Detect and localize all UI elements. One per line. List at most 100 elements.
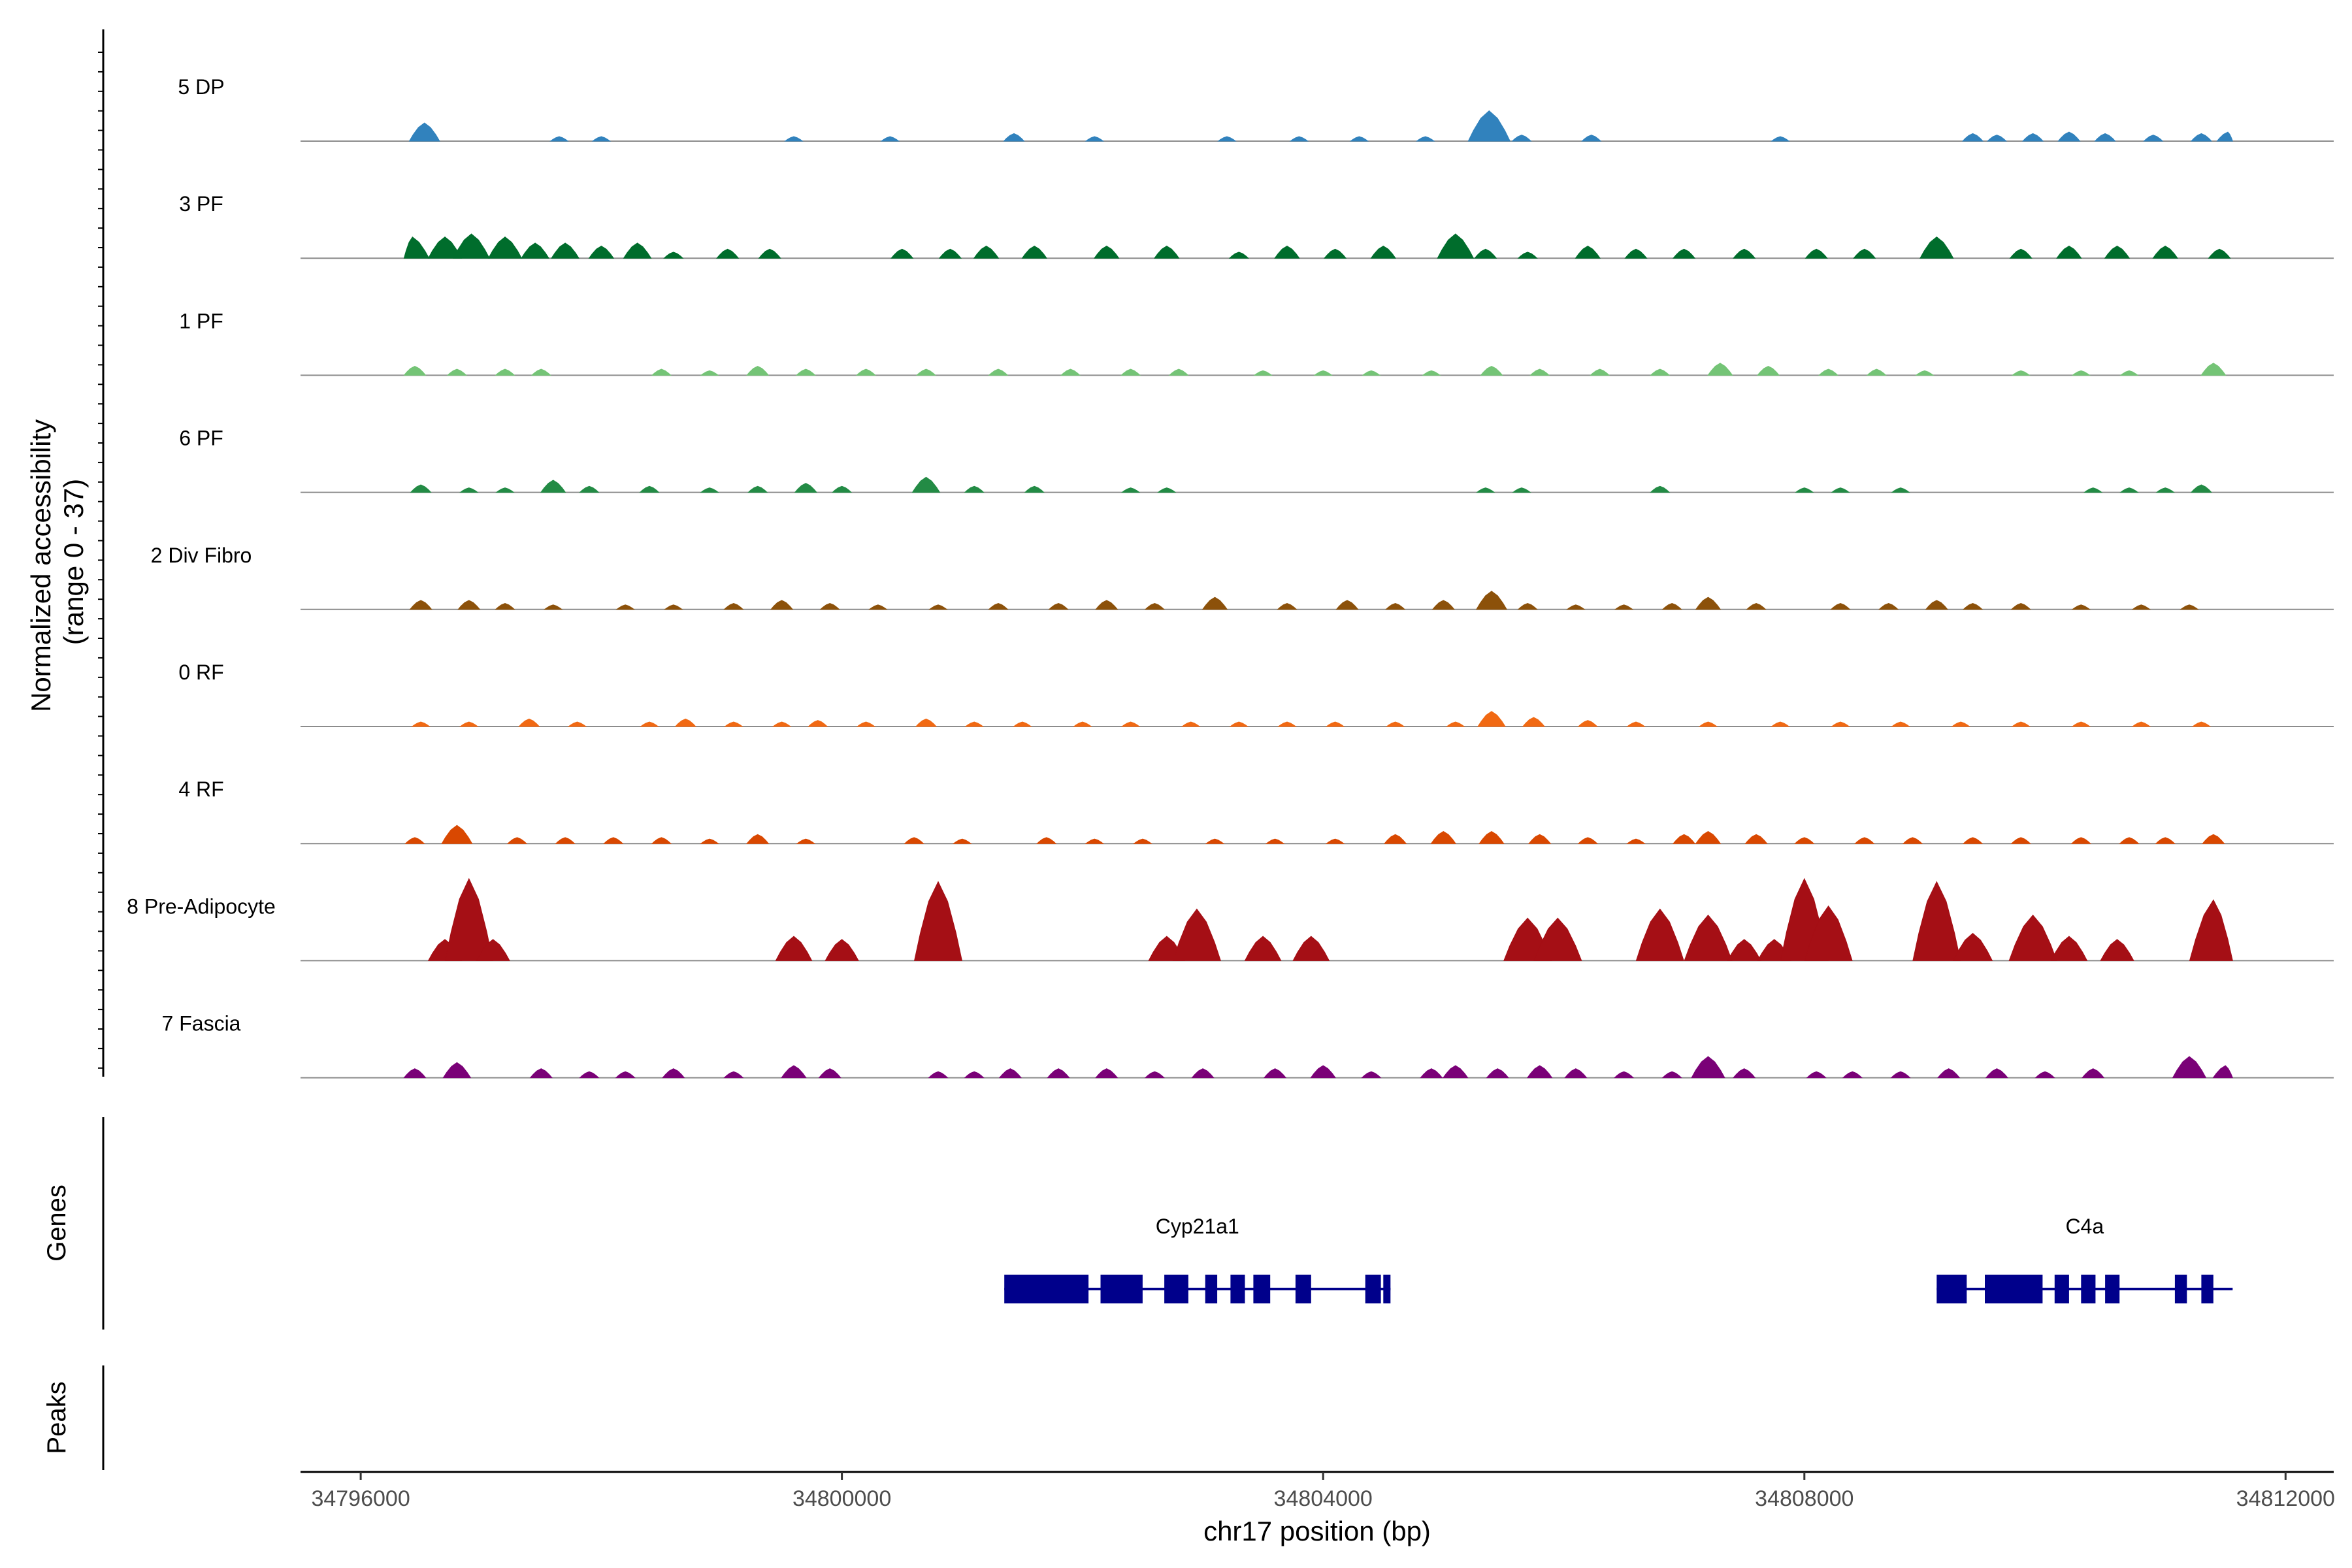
coverage-peak [2216, 131, 2234, 142]
gene-exon [2081, 1275, 2096, 1303]
coverage-peak [2212, 1065, 2234, 1079]
coverage-peak [555, 837, 576, 844]
gene-exon [2105, 1275, 2120, 1303]
coverage-peak [1385, 602, 1406, 610]
coverage-peak [1831, 487, 1850, 493]
coverage-peak [1323, 248, 1347, 259]
coverage-peak [1430, 831, 1457, 844]
coverage-peak [904, 837, 924, 844]
x-axis-title: chr17 position (bp) [1203, 1516, 1431, 1546]
coverage-peak [1274, 246, 1300, 259]
coverage-peak [1172, 908, 1221, 961]
coverage-peak [2119, 370, 2139, 376]
coverage-peak [747, 485, 768, 493]
coverage-peak [1672, 834, 1696, 844]
coverage-peak [2152, 246, 2178, 259]
coverage-peak [588, 246, 615, 259]
coverage-peak [1313, 370, 1333, 376]
coverage-peak [549, 136, 569, 142]
track-7-fascia: 7 Fascia [162, 1012, 2334, 1079]
coverage-peak [1349, 136, 1369, 142]
coverage-peak [1133, 838, 1152, 844]
coverage-peak [1036, 837, 1057, 844]
coverage-peak [2010, 837, 2031, 844]
coverage-peak [2009, 248, 2033, 259]
coverage-peak [880, 136, 900, 142]
coverage-peak [2071, 604, 2091, 610]
coverage-peak [2119, 837, 2140, 844]
coverage-peak [623, 242, 652, 259]
coverage-peak [1695, 831, 1722, 844]
coverage-peak [1095, 600, 1119, 610]
track-1-pf: 1 PF [179, 309, 2334, 376]
coverage-peak [1624, 248, 1648, 259]
coverage-peak [1794, 837, 1815, 844]
coverage-peak [1277, 602, 1298, 610]
coverage-peak [1626, 838, 1646, 844]
track-label: 0 RF [178, 661, 223, 684]
coverage-peak [1517, 602, 1538, 610]
gene-exon [1365, 1275, 1381, 1303]
coverage-tracks: 5 DP 3 PF 1 PF 6 PF 2 Div Fibro 0 RF 4 RF 8 Pre… [127, 75, 2334, 1079]
coverage-peak [2011, 370, 2031, 376]
coverage-peak [531, 368, 551, 376]
coverage-peak [819, 602, 840, 610]
coverage-peak [2180, 604, 2199, 610]
coverage-peak [2071, 721, 2091, 727]
coverage-peak [2202, 834, 2225, 844]
coverage-peak [1361, 1071, 1382, 1079]
coverage-peak [2083, 487, 2103, 493]
coverage-peak [1475, 487, 1495, 493]
coverage-peak [2034, 1071, 2055, 1079]
coverage-peak [663, 604, 683, 610]
coverage-peak [603, 837, 624, 844]
coverage-peak [1467, 110, 1511, 142]
coverage-peak [529, 1068, 553, 1079]
coverage-peak [1890, 1071, 1911, 1079]
coverage-peak [868, 604, 888, 610]
coverage-peak [591, 136, 612, 142]
coverage-peak [952, 838, 972, 844]
coverage-peak [403, 1068, 427, 1079]
coverage-peak [615, 604, 636, 610]
coverage-peak [964, 721, 985, 727]
coverage-peak [1335, 600, 1359, 610]
x-axis: 34796000 34800000 34804000 34808000 34812000 [301, 1471, 2335, 1511]
coverage-peak [495, 602, 515, 610]
coverage-peak [746, 834, 770, 844]
coverage-peak [1733, 1068, 1756, 1079]
coverage-y-axis [98, 29, 105, 1077]
coverage-peak [928, 1071, 949, 1079]
coverage-peak [1265, 838, 1285, 844]
coverage-peak [1919, 237, 1954, 259]
coverage-peak [770, 600, 794, 610]
coverage-peak [404, 837, 425, 844]
coverage-peak [964, 485, 985, 493]
coverage-peak [1431, 600, 1455, 610]
coverage-peak [1047, 1068, 1070, 1079]
coverage-peak [1962, 837, 1984, 844]
track-label: 6 PF [179, 427, 223, 450]
coverage-peak [446, 368, 468, 376]
coverage-peak [1205, 838, 1225, 844]
coverage-peak [1613, 1071, 1635, 1079]
coverage-peak [1048, 602, 1069, 610]
track-label: 2 Div Fibro [151, 544, 252, 567]
coverage-peak [1522, 717, 1546, 727]
coverage-peak [1168, 368, 1189, 376]
coverage-peak [1085, 136, 1105, 142]
coverage-peak [1013, 721, 1032, 727]
coverage-peak [700, 838, 719, 844]
coverage-peak [700, 370, 719, 376]
coverage-peak [410, 484, 432, 493]
coverage-peak [2131, 604, 2151, 610]
coverage-peak [911, 476, 941, 493]
coverage-peak [459, 487, 479, 493]
coverage-peak [825, 939, 859, 961]
coverage-peak [1695, 596, 1722, 610]
coverage-peak [403, 365, 427, 376]
peaks-panel: Peaks [42, 1365, 105, 1470]
coverage-peak [2082, 1068, 2105, 1079]
coverage-peak [2191, 721, 2212, 727]
